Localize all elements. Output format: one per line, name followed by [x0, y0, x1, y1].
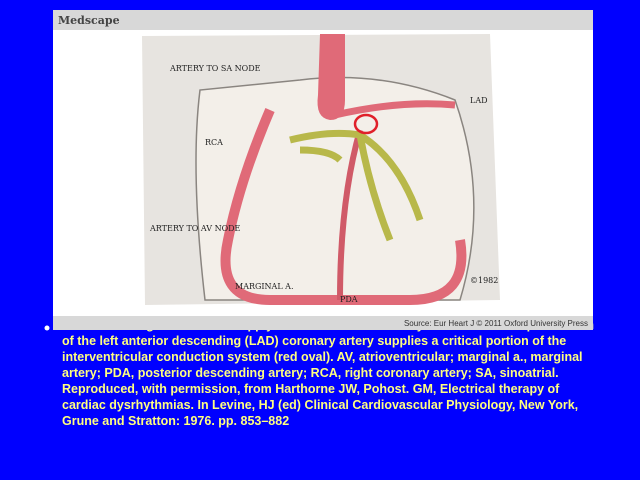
caption-line: artery; PDA, posterior descending artery…	[62, 366, 559, 380]
caption-line: Reproduced, with permission, from Hartho…	[62, 382, 560, 396]
label: ©1982	[470, 276, 498, 285]
caption-line: cardiac dysrhythmias. In Levine, HJ (ed)…	[62, 398, 578, 412]
label: PDA	[340, 295, 358, 304]
red-oval	[353, 113, 379, 135]
caption: Schematic diagram of blood supply to car…	[44, 318, 594, 428]
label: MARGINAL A.	[235, 282, 294, 291]
rca	[220, 108, 467, 305]
caption-line: of the left anterior descending (LAD) co…	[62, 334, 566, 348]
aorta	[317, 34, 345, 120]
pda	[337, 129, 363, 301]
figure-panel: Medscape ARTERY TO SA NODE RCA LAD ARTER…	[53, 10, 593, 330]
label: ARTERY TO AV NODE	[149, 224, 241, 233]
label: LAD	[470, 96, 488, 105]
lad	[334, 100, 456, 119]
source: Source: Eur Heart J © 2011 Oxford Univer…	[404, 319, 588, 328]
header-bar	[53, 10, 593, 30]
caption-line: interventricular conduction system (red …	[62, 350, 583, 364]
conduction-system	[289, 129, 424, 242]
bullet	[44, 325, 50, 331]
brand: Medscape	[58, 14, 120, 27]
label: ARTERY TO SA NODE	[169, 64, 261, 73]
label: RCA	[205, 138, 223, 147]
footer-bar	[53, 316, 593, 330]
caption-line: Grune and Stratton: 1976. pp. 853–882	[62, 414, 289, 428]
